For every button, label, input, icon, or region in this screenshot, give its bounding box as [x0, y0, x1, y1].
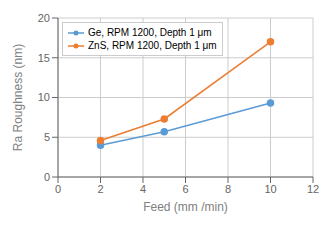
- svg-text:15: 15: [38, 52, 50, 64]
- html-text:Ge, RPM 1200, Depth 1 μm: Ge, RPM 1200, Depth 1 μm: [88, 27, 212, 38]
- svg-text:20: 20: [38, 12, 50, 24]
- svg-text:2: 2: [97, 183, 103, 195]
- svg-text:10: 10: [264, 183, 276, 195]
- svg-text:Feed (mm /min): Feed (mm /min): [143, 200, 228, 214]
- html-text:ZnS, RPM 1200, Depth 1 μm: ZnS, RPM 1200, Depth 1 μm: [88, 40, 217, 51]
- svg-text:0: 0: [55, 183, 61, 195]
- svg-text:0: 0: [44, 171, 50, 183]
- svg-text:4: 4: [140, 183, 146, 195]
- svg-text:8: 8: [225, 183, 231, 195]
- svg-text:5: 5: [44, 131, 50, 143]
- svg-text:10: 10: [38, 91, 50, 103]
- svg-text:12: 12: [307, 183, 319, 195]
- svg-text:6: 6: [182, 183, 188, 195]
- svg-text:Ra Roughness (nm): Ra Roughness (nm): [11, 44, 25, 151]
